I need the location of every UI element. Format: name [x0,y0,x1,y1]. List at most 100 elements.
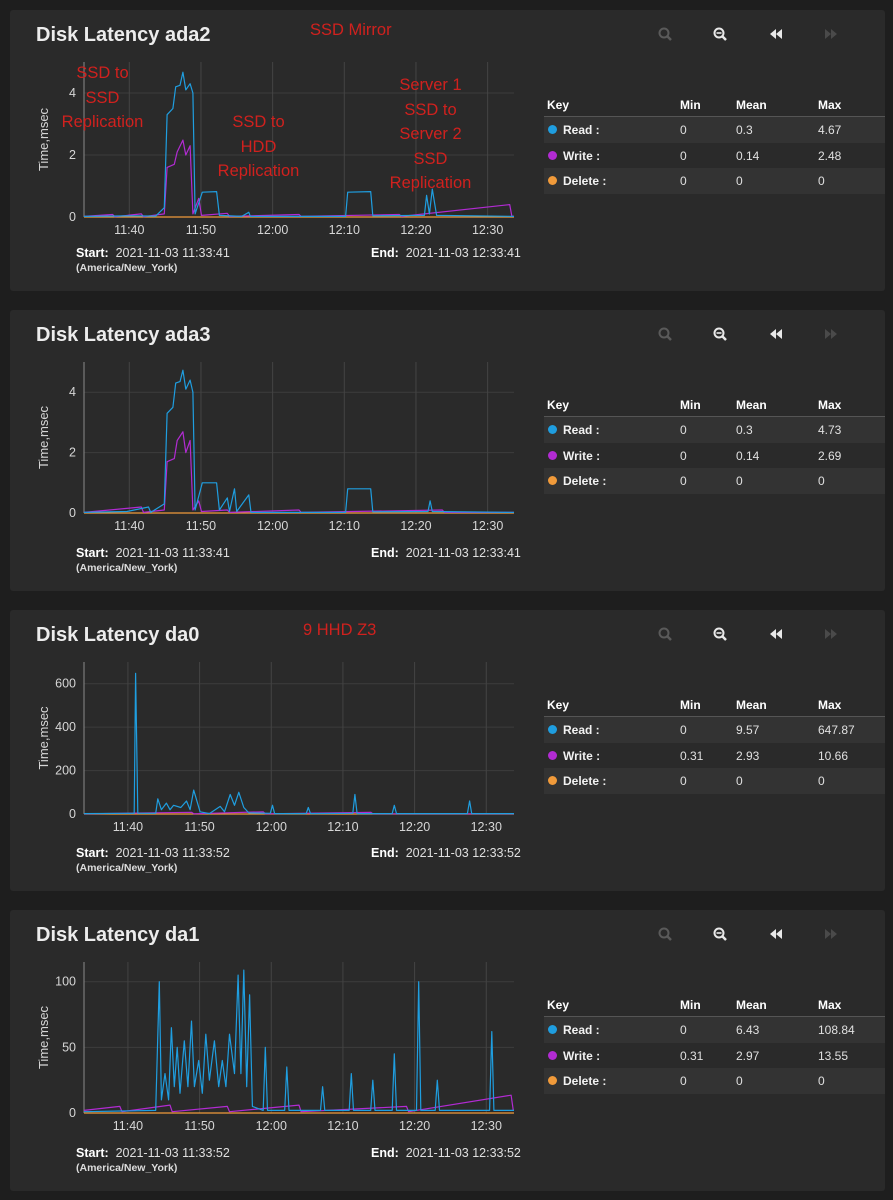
legend-mean: 0.14 [736,448,760,463]
x-tick-label: 12:30 [471,1119,502,1133]
x-tick-label: 11:50 [184,1119,214,1133]
legend-key-header: Key [547,98,570,112]
delete-dot-icon [548,476,557,485]
legend-name: Read : [563,723,600,737]
y-tick-label: 100 [55,975,76,989]
legend-table: Key Min Mean Max Read : 0 9.57 647.87 Wr… [544,695,885,794]
legend-key-header: Key [547,398,570,412]
y-tick-label: 2 [69,148,76,162]
step-forward-button[interactable] [820,624,842,644]
latency-chart[interactable]: 0 2 4 11:40 11:50 12:00 12:10 12:20 12:30 Time,ms… [28,58,528,243]
annotation-line: Replication [217,162,300,180]
legend-row-write[interactable]: Write : 0.31 2.97 13.55 [544,1042,885,1068]
legend-max: 0 [818,174,825,188]
step-back-icon [770,329,782,339]
zoom-in-button[interactable] [655,24,677,44]
legend-row-read[interactable]: Read : 0 0.3 4.73 [544,417,885,443]
read-dot-icon [548,425,557,434]
legend-row-delete[interactable]: Delete : 0 0 0 [544,168,885,194]
legend-row-read[interactable]: Read : 0 6.43 108.84 [544,1017,885,1043]
x-tick-label: 11:40 [114,223,144,237]
step-back-button[interactable] [765,924,787,944]
step-back-button[interactable] [765,24,787,44]
legend-min-header: Min [680,998,701,1012]
step-back-icon [770,929,782,939]
zoom-out-button[interactable] [710,324,732,344]
end-time: End: 2021-11-03 12:33:41 [371,246,521,260]
zoom-in-button[interactable] [655,624,677,644]
start-time: Start: 2021-11-03 11:33:52 [76,846,230,860]
step-forward-button[interactable] [820,324,842,344]
x-tick-label: 12:10 [329,223,360,237]
step-back-button[interactable] [765,624,787,644]
series-line-read [83,969,514,1113]
legend-min: 0 [680,474,687,488]
legend-table: Key Min Mean Max Read : 0 0.3 4.73 Write… [544,395,885,494]
zoom-out-button[interactable] [710,624,732,644]
end-value: 2021-11-03 12:33:41 [405,246,521,260]
read-dot-icon [548,1025,557,1034]
zoom-in-button[interactable] [655,924,677,944]
start-label: Start: [76,246,109,260]
legend-row-delete[interactable]: Delete : 0 0 0 [544,468,885,494]
legend-row-delete[interactable]: Delete : 0 0 0 [544,1068,885,1094]
legend-mean-header: Mean [736,98,767,112]
latency-chart[interactable]: 0 200 400 600 11:40 11:50 12:00 12:10 12:20 12:30… [28,658,528,843]
timezone: (America/New_York) [76,1162,178,1174]
annotation-line: SSD to [232,113,285,131]
annotation-line: Server 2 [399,125,462,143]
y-tick-label: 0 [69,1106,76,1120]
legend-row-delete[interactable]: Delete : 0 0 0 [544,768,885,794]
latency-chart[interactable]: 0 50 100 11:40 11:50 12:00 12:10 12:20 12:30 Time… [28,958,528,1143]
annotation-line: SSD to [404,100,457,119]
latency-chart[interactable]: 0 2 4 11:40 11:50 12:00 12:10 12:20 12:30 Time,ms… [28,358,528,543]
x-tick-label: 12:20 [399,820,430,834]
legend-mean: 0.3 [736,123,753,137]
legend-row-write[interactable]: Write : 0 0.14 2.48 [544,142,885,168]
legend-min: 0 [680,123,687,137]
legend-row-read[interactable]: Read : 0 0.3 4.67 [544,117,885,143]
chart-panel: Disk Latency da0 0 200 400 600 11:40 11:50 12:… [10,610,885,891]
x-tick-label: 12:20 [400,519,431,533]
annotation-line: Replication [389,174,472,192]
x-tick-label: 12:20 [399,1119,430,1133]
legend-mean: 0 [736,174,743,188]
legend-name: Write : [563,448,601,463]
y-tick-label: 400 [55,720,76,734]
legend-row-write[interactable]: Write : 0.31 2.93 10.66 [544,742,885,768]
step-forward-button[interactable] [820,924,842,944]
legend-max: 4.67 [818,123,842,137]
legend-header: Key Min Mean Max [544,95,885,117]
timezone: (America/New_York) [76,262,178,274]
legend-table: Key Min Mean Max Read : 0 6.43 108.84 Wr… [544,995,885,1094]
x-tick-label: 12:10 [327,820,358,834]
y-axis-label: Time,msec [36,405,51,469]
legend-row-write[interactable]: Write : 0 0.14 2.69 [544,442,885,468]
panel-title: Disk Latency da1 [36,924,200,946]
legend-max: 0 [818,774,825,788]
y-axis-label: Time,msec [36,1005,51,1069]
legend-max: 10.66 [818,748,849,763]
step-back-button[interactable] [765,324,787,344]
legend-mean: 0.3 [736,423,753,437]
legend-mean: 9.57 [736,723,760,737]
legend-name: Delete : [563,174,607,188]
x-tick-label: 12:10 [329,519,360,533]
legend-max: 647.87 [818,723,855,737]
legend-mean: 2.93 [736,748,760,763]
legend-mean-header: Mean [736,698,767,712]
zoom-in-button[interactable] [655,324,677,344]
zoom-out-button[interactable] [710,924,732,944]
step-forward-button[interactable] [820,24,842,44]
start-value: 2021-11-03 11:33:41 [115,546,230,560]
panel-title: Disk Latency da0 [36,624,200,646]
panel-title: Disk Latency ada3 [36,324,211,346]
series-line-read [83,71,515,217]
legend-max-header: Max [818,398,842,412]
zoom-out-icon [713,27,727,41]
zoom-out-icon [713,627,727,641]
zoom-out-button[interactable] [710,24,732,44]
legend-row-read[interactable]: Read : 0 9.57 647.87 [544,717,885,743]
y-tick-label: 0 [69,210,76,224]
legend-name: Delete : [563,1074,607,1088]
